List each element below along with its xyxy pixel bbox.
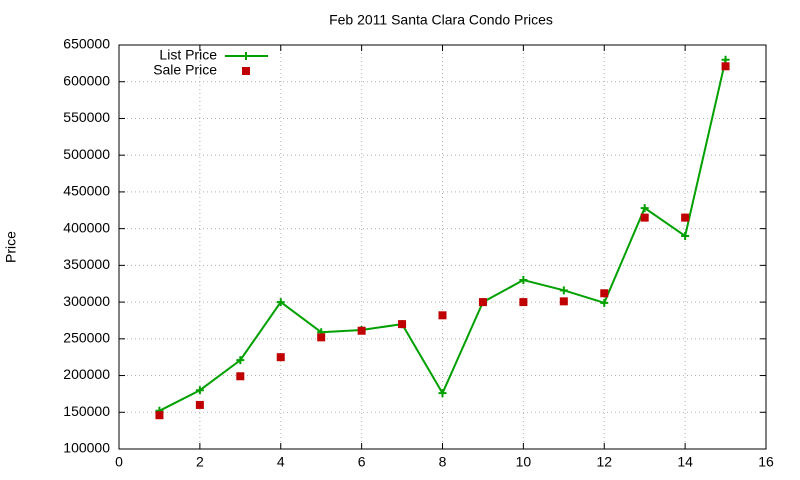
point-marker	[438, 389, 447, 398]
point-marker	[155, 411, 164, 420]
x-tick-label: 8	[439, 454, 447, 470]
plot-frame	[118, 44, 767, 450]
chart-title: Feb 2011 Santa Clara Condo Prices	[329, 12, 553, 28]
point-marker	[600, 289, 609, 298]
y-tick-label: 550000	[63, 109, 110, 125]
point-marker	[640, 213, 649, 222]
point-marker	[438, 311, 447, 320]
data-line	[158, 59, 727, 412]
y-tick-label: 450000	[63, 183, 110, 199]
x-tick-label: 12	[596, 454, 612, 470]
point-marker	[721, 62, 730, 71]
point-marker	[681, 231, 690, 240]
y-tick-label: 650000	[63, 36, 110, 52]
x-tick-label: 2	[196, 454, 204, 470]
legend-label: List Price	[159, 47, 217, 63]
point-marker	[519, 298, 528, 307]
point-marker	[478, 298, 487, 307]
y-axis-label: Price	[3, 231, 19, 263]
y-tick-label: 500000	[63, 146, 110, 162]
y-tick-label: 300000	[63, 293, 110, 309]
point-marker	[276, 298, 285, 307]
y-tick-label: 350000	[63, 256, 110, 272]
point-marker	[276, 353, 285, 362]
x-tick-label: 6	[358, 454, 366, 470]
point-marker	[559, 297, 568, 306]
x-tick-label: 4	[277, 454, 285, 470]
point-marker	[195, 400, 204, 409]
point-marker	[640, 204, 649, 213]
point-marker	[357, 326, 366, 335]
point-marker	[195, 386, 204, 395]
point-marker	[519, 276, 528, 285]
x-tick-label: 0	[115, 454, 123, 470]
point-marker	[600, 298, 609, 307]
point-marker	[681, 213, 690, 222]
point-marker	[398, 320, 407, 329]
y-tick-label: 250000	[63, 330, 110, 346]
x-tick-label: 14	[677, 454, 693, 470]
x-tick-label: 16	[758, 454, 774, 470]
point-marker	[559, 286, 568, 295]
point-marker	[236, 356, 245, 365]
point-marker	[242, 67, 250, 75]
y-tick-label: 600000	[63, 72, 110, 88]
x-tick-label: 10	[516, 454, 532, 470]
y-tick-label: 400000	[63, 219, 110, 235]
point-marker	[236, 372, 245, 381]
y-tick-label: 200000	[63, 366, 110, 382]
y-tick-label: 100000	[63, 440, 110, 456]
point-marker	[317, 333, 326, 342]
y-tick-label: 150000	[63, 403, 110, 419]
legend-label: Sale Price	[153, 62, 217, 78]
point-marker	[242, 52, 250, 60]
